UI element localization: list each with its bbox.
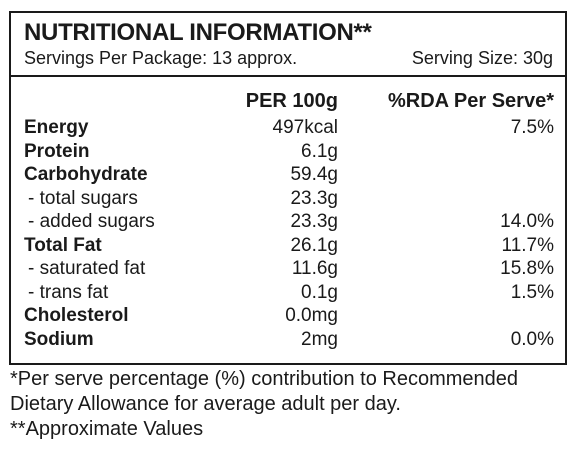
nutrient-table: Energy 497kcal 7.5% Protein 6.1g Carbohy… xyxy=(24,116,554,351)
nutrient-per100: 26.1g xyxy=(290,234,338,256)
nutrient-row-cholesterol: Cholesterol 0.0mg xyxy=(24,304,554,328)
nutrient-label: - total sugars xyxy=(28,187,138,209)
nutrient-rda: 0.0% xyxy=(510,328,554,350)
nutrient-per100: 2mg xyxy=(301,328,338,350)
nutrient-label: Sodium xyxy=(24,328,94,350)
nutrient-label: - trans fat xyxy=(28,281,109,303)
nutrient-row-saturated-fat: - saturated fat 11.6g 15.8% xyxy=(24,257,554,281)
nutrient-label: Energy xyxy=(24,117,89,138)
footnote-approximate: **Approximate Values xyxy=(10,418,204,440)
nutrient-row-protein: Protein 6.1g xyxy=(24,140,554,164)
nutrient-label: - added sugars xyxy=(28,211,155,232)
nutrient-per100: 0.1g xyxy=(301,281,338,303)
nutrient-per100: 59.4g xyxy=(290,164,338,185)
nutrient-per100: 497kcal xyxy=(272,117,339,138)
footnotes: *Per serve percentage (%) contribution t… xyxy=(10,367,518,442)
nutrient-row-trans-fat: - trans fat 0.1g 1.5% xyxy=(24,281,554,305)
column-header-rda-per-serve: %RDA Per Serve* xyxy=(387,90,554,112)
serving-size: Serving Size: 30g xyxy=(411,48,553,68)
nutrient-rda: 1.5% xyxy=(510,281,554,303)
header-divider xyxy=(11,75,565,77)
nutrient-row-sodium: Sodium 2mg 0.0% xyxy=(24,328,554,352)
nutrient-label: Total Fat xyxy=(24,234,102,256)
nutrient-per100: 23.3g xyxy=(290,187,338,209)
nutrient-rda: 11.7% xyxy=(501,234,554,256)
nutrient-per100: 11.6g xyxy=(291,258,338,279)
nutrient-row-energy: Energy 497kcal 7.5% xyxy=(24,116,554,140)
nutrient-rda: 15.8% xyxy=(500,258,554,279)
nutrient-label: Protein xyxy=(24,140,90,162)
servings-line: Servings Per Package: 13 approx. Serving… xyxy=(24,46,553,70)
nutrient-label: Cholesterol xyxy=(24,305,129,326)
nutrition-panel: NUTRITIONAL INFORMATION** Servings Per P… xyxy=(9,11,567,365)
nutrient-row-carbohydrate: Carbohydrate 59.4g xyxy=(24,163,554,187)
nutrient-per100: 23.3g xyxy=(290,211,338,232)
footnote-rda: *Per serve percentage (%) contribution t… xyxy=(10,368,519,390)
servings-per-package: Servings Per Package: 13 approx. xyxy=(24,48,298,68)
footnote-rda-continued: Dietary Allowance for average adult per … xyxy=(10,393,401,415)
nutrient-label: Carbohydrate xyxy=(24,164,148,185)
nutrient-row-total-sugars: - total sugars 23.3g xyxy=(24,187,554,211)
nutrient-per100: 0.0mg xyxy=(285,305,338,326)
nutrient-rda: 14.0% xyxy=(500,211,554,232)
nutrient-per100: 6.1g xyxy=(301,140,338,162)
nutrient-row-total-fat: Total Fat 26.1g 11.7% xyxy=(24,234,554,258)
column-header-per-100g: PER 100g xyxy=(245,90,338,112)
panel-title: NUTRITIONAL INFORMATION** xyxy=(24,19,372,46)
nutrient-label: - saturated fat xyxy=(28,258,146,279)
nutrient-rda: 7.5% xyxy=(510,117,554,138)
nutrient-row-added-sugars: - added sugars 23.3g 14.0% xyxy=(24,210,554,234)
